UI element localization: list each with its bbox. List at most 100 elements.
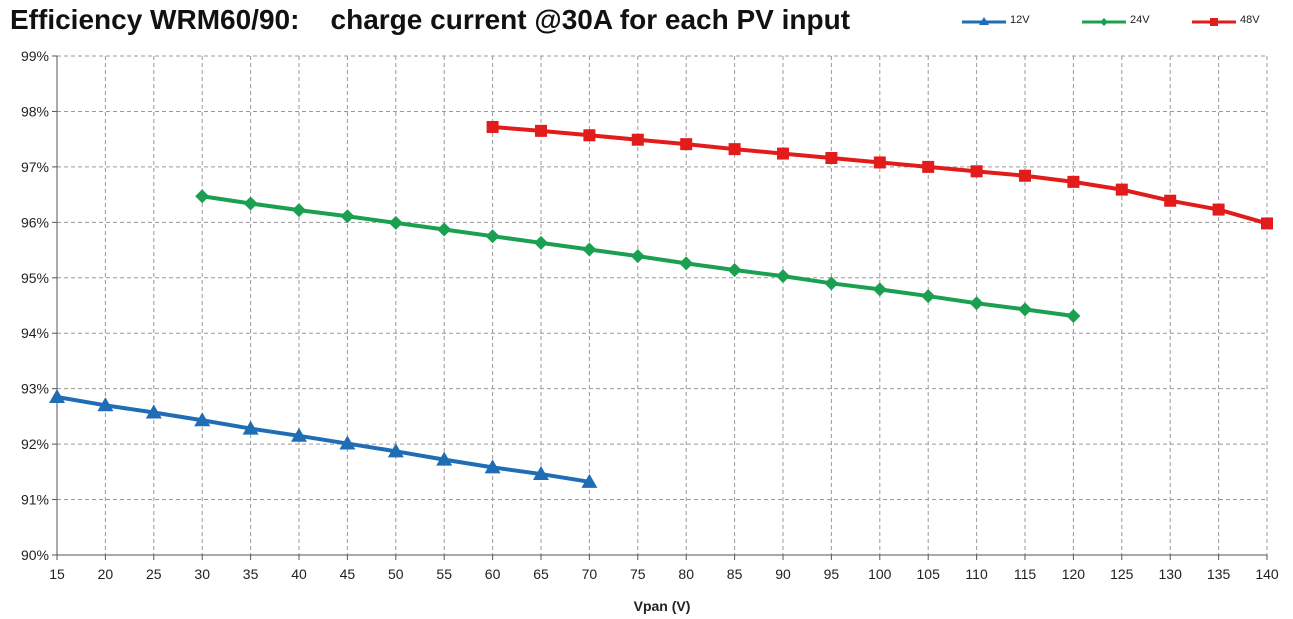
x-tick-label-85: 85 [727,566,743,582]
y-tick-label-9: 99% [21,48,49,64]
data-point-48v-70 [583,129,596,142]
data-point-24v-115 [1018,302,1032,317]
legend-swatch-24v [1082,18,1126,26]
x-tick-label-135: 135 [1207,566,1231,582]
legend-swatch-12v [962,17,1006,25]
gridlines [56,55,1268,556]
legend-label-24v: 24V [1130,14,1150,26]
data-point-24v-85 [727,263,742,278]
y-tick-label-5: 95% [21,270,49,286]
y-tick-label-4: 94% [21,325,49,341]
x-axis-title: Vpan (V) [634,598,691,614]
y-tick-label-8: 98% [21,103,49,119]
data-point-12v-20 [97,397,114,412]
data-point-48v-130 [1164,194,1177,207]
x-tick-label-90: 90 [775,566,791,582]
x-tick-label-40: 40 [291,566,307,582]
y-tick-label-1: 91% [21,492,49,508]
data-point-48v-85 [728,143,741,156]
data-point-24v-40 [292,203,306,218]
x-tick-label-25: 25 [146,566,162,582]
x-tick-label-105: 105 [917,566,941,582]
data-point-48v-140 [1261,217,1273,230]
legend-marker-48v [1210,18,1218,26]
data-point-24v-105 [921,289,936,304]
data-point-24v-35 [243,196,258,211]
x-tick-label-70: 70 [582,566,598,582]
data-point-48v-115 [1019,169,1031,182]
data-point-48v-65 [535,124,547,137]
legend-marker-12v [979,17,989,25]
series-24v [195,189,1081,324]
data-point-48v-80 [680,138,693,151]
legend-swatch-48v [1192,18,1236,26]
data-point-24v-65 [534,235,548,250]
x-tick-label-100: 100 [868,566,892,582]
data-point-12v-15 [49,388,65,403]
y-tick-label-7: 97% [21,159,49,175]
data-point-12v-25 [145,404,162,419]
x-tick-label-125: 125 [1110,566,1134,582]
legend-label-12v: 12V [1010,14,1030,26]
legend-label-48v: 48V [1240,14,1260,26]
data-point-24v-60 [485,229,500,244]
x-tick-label-110: 110 [965,566,988,582]
x-tick-label-35: 35 [243,566,259,582]
data-point-48v-90 [777,147,789,160]
x-tick-label-115: 115 [1014,566,1037,582]
y-tick-label-0: 90% [21,547,49,563]
data-point-48v-125 [1115,183,1128,196]
x-tick-label-15: 15 [49,566,65,582]
data-point-48v-110 [970,165,983,178]
data-point-48v-105 [922,160,935,173]
data-point-12v-65 [533,466,549,481]
x-tick-label-120: 120 [1062,566,1086,582]
data-point-24v-110 [969,296,984,311]
data-point-12v-60 [484,459,501,474]
data-point-48v-120 [1067,175,1080,188]
data-point-24v-45 [340,209,355,224]
series-48v [486,120,1273,230]
x-tick-label-130: 130 [1159,566,1183,582]
series-line-12v [56,395,590,484]
data-point-24v-30 [195,189,210,204]
data-point-48v-60 [486,120,499,133]
data-point-12v-70 [581,473,598,488]
legend-marker-24v [1100,18,1108,26]
data-point-24v-90 [776,269,790,284]
y-tick-label-3: 93% [21,381,49,397]
x-tick-label-20: 20 [98,566,114,582]
data-point-12v-40 [291,427,307,442]
x-tick-label-75: 75 [630,566,646,582]
series-12v [49,388,598,488]
x-tick-label-60: 60 [485,566,501,582]
data-point-24v-100 [872,282,887,297]
data-point-12v-30 [194,412,211,427]
data-point-24v-55 [437,222,452,237]
x-tick-label-55: 55 [436,566,452,582]
x-tick-label-65: 65 [533,566,549,582]
data-point-48v-75 [631,133,644,146]
x-tick-label-140: 140 [1255,566,1279,582]
data-point-24v-70 [582,242,597,257]
data-point-12v-55 [436,451,453,466]
x-tick-label-80: 80 [678,566,694,582]
data-point-48v-100 [873,156,886,169]
data-point-24v-75 [630,249,645,264]
x-tick-label-45: 45 [340,566,356,582]
data-point-24v-120 [1066,309,1081,324]
x-tick-label-95: 95 [824,566,840,582]
data-point-24v-80 [679,256,694,271]
data-point-24v-95 [824,276,839,291]
chart-title: Efficiency WRM60/90: charge current @30A… [10,4,851,35]
data-point-12v-45 [339,435,356,450]
data-point-12v-35 [242,420,259,435]
data-point-48v-135 [1212,203,1225,216]
data-point-48v-95 [825,152,838,165]
data-point-12v-50 [387,443,404,458]
y-tick-label-2: 92% [21,436,49,452]
y-tick-label-6: 96% [21,214,49,230]
x-tick-label-30: 30 [194,566,210,582]
x-tick-label-50: 50 [388,566,404,582]
